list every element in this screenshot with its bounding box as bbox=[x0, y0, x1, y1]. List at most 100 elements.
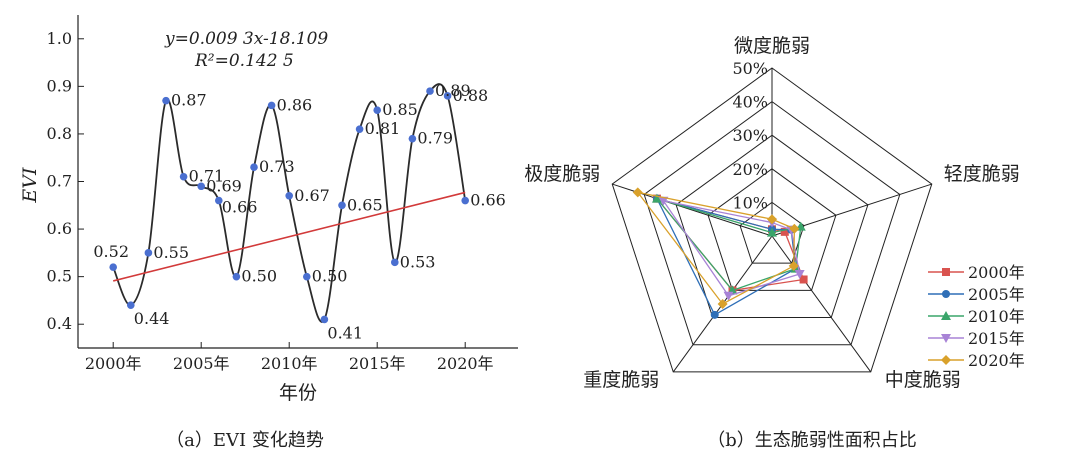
series-outline bbox=[661, 199, 801, 297]
data-label: 0.50 bbox=[241, 267, 277, 286]
radar-ring bbox=[643, 100, 901, 346]
data-label: 0.81 bbox=[365, 119, 401, 138]
data-point bbox=[250, 163, 258, 172]
evi-line-chart: 1.0 0.9 0.8 0.7 0.6 0.5 0.4 2000年 2005年 2010年 201… bbox=[19, 15, 518, 451]
data-label: 0.41 bbox=[327, 323, 363, 342]
caption-b: （b）生态脆弱性面积占比 bbox=[707, 430, 917, 451]
legend-item: 2010年 bbox=[928, 307, 1025, 326]
point-marker bbox=[942, 268, 950, 276]
x-tick-label: 2000年 bbox=[85, 354, 142, 373]
radar-ring bbox=[611, 67, 933, 373]
legend-item: 2000年 bbox=[928, 263, 1025, 282]
axis-label: 重度脆弱 bbox=[583, 369, 659, 391]
data-point bbox=[408, 134, 417, 143]
point-marker bbox=[651, 193, 662, 203]
y-tick-label: 1.0 bbox=[47, 29, 72, 48]
data-label: 0.66 bbox=[222, 198, 258, 217]
data-label: 0.66 bbox=[470, 191, 506, 210]
point-marker bbox=[632, 187, 643, 198]
data-point bbox=[338, 201, 346, 210]
radar-ring bbox=[675, 134, 869, 319]
radar-series bbox=[632, 187, 808, 319]
y-tick-label: 0.4 bbox=[47, 314, 72, 333]
legend-label: 2000年 bbox=[968, 263, 1025, 282]
data-label: 0.52 bbox=[93, 242, 129, 261]
data-point bbox=[197, 182, 205, 191]
data-label: 0.50 bbox=[312, 267, 348, 286]
radar-ring-labels: 10% 20% 30% 40% 50% bbox=[732, 59, 768, 212]
axis-label: 轻度脆弱 bbox=[944, 163, 1020, 185]
legend-item: 2015年 bbox=[928, 329, 1025, 348]
ring-label: 10% bbox=[732, 193, 768, 212]
data-point bbox=[285, 191, 294, 200]
legend-label: 2005年 bbox=[968, 285, 1025, 304]
point-marker bbox=[941, 334, 951, 343]
point-marker bbox=[789, 223, 800, 234]
data-point bbox=[162, 96, 170, 105]
legend-item: 2020年 bbox=[928, 351, 1025, 370]
data-point bbox=[355, 125, 364, 133]
point-marker bbox=[780, 227, 789, 236]
point-marker bbox=[723, 291, 734, 301]
data-point bbox=[215, 196, 223, 205]
radar-series-2000年 bbox=[652, 194, 808, 295]
data-point bbox=[461, 196, 470, 205]
radar-ring bbox=[707, 168, 837, 291]
point-marker bbox=[941, 355, 951, 365]
radar-series-2020年 bbox=[632, 187, 800, 309]
legend-label: 2010年 bbox=[968, 307, 1025, 326]
ring-label: 40% bbox=[732, 93, 768, 112]
legend-label: 2015年 bbox=[968, 329, 1025, 348]
regression-equation: y=0.009 3x-18.109 bbox=[164, 29, 328, 49]
x-ticks: 2000年 2005年 2010年 2015年 2020年 bbox=[85, 342, 494, 373]
ring-label: 30% bbox=[732, 126, 768, 145]
data-label: 0.65 bbox=[347, 195, 383, 214]
data-label: 0.89 bbox=[435, 81, 471, 100]
data-point bbox=[443, 92, 452, 100]
data-label: 0.69 bbox=[206, 176, 242, 195]
r-squared: R²=0.142 5 bbox=[194, 51, 294, 71]
evi-series-line bbox=[112, 83, 467, 323]
ring-label: 50% bbox=[732, 59, 768, 78]
data-label: 0.55 bbox=[153, 243, 189, 262]
data-label: 0.53 bbox=[400, 252, 436, 271]
point-marker bbox=[794, 270, 805, 280]
data-label: 0.44 bbox=[134, 309, 170, 328]
data-point bbox=[144, 249, 153, 257]
point-marker bbox=[658, 196, 669, 206]
data-point bbox=[127, 301, 135, 309]
point-marker bbox=[799, 275, 808, 284]
legend-item: 2005年 bbox=[928, 285, 1025, 304]
data-point bbox=[109, 263, 117, 271]
axis-label: 微度脆弱 bbox=[734, 35, 810, 57]
data-point bbox=[232, 272, 241, 281]
data-label: 0.86 bbox=[277, 95, 313, 114]
data-point bbox=[303, 272, 311, 281]
data-labels: 0.52 0.44 0.55 0.87 0.710.69 0.66 0.50 0.73 0.86… bbox=[93, 81, 505, 342]
data-label: 0.87 bbox=[171, 91, 207, 110]
data-label: 0.85 bbox=[382, 100, 418, 119]
y-tick-label: 0.6 bbox=[47, 219, 72, 238]
y-tick-label: 0.8 bbox=[47, 124, 72, 143]
point-marker bbox=[942, 290, 950, 298]
data-points bbox=[109, 87, 470, 324]
x-tick-label: 2010年 bbox=[261, 354, 318, 373]
axis-label: 极度脆弱 bbox=[524, 163, 600, 185]
data-point bbox=[426, 87, 434, 95]
data-point bbox=[373, 106, 382, 114]
y-tick-label: 0.9 bbox=[47, 76, 72, 95]
data-point bbox=[391, 258, 399, 267]
data-point bbox=[179, 172, 188, 181]
y-tick-label: 0.5 bbox=[47, 267, 72, 286]
x-axis-label: 年份 bbox=[279, 382, 317, 404]
trend-line bbox=[113, 191, 466, 282]
point-marker bbox=[767, 214, 777, 225]
y-ticks: 1.0 0.9 0.8 0.7 0.6 0.5 0.4 bbox=[47, 29, 84, 333]
y-axis-label: EVI bbox=[19, 167, 41, 204]
ring-label: 20% bbox=[732, 160, 768, 179]
data-label: 0.71 bbox=[189, 167, 225, 186]
data-label: 0.79 bbox=[417, 129, 453, 148]
x-tick-label: 2005年 bbox=[173, 354, 230, 373]
x-tick-label: 2020年 bbox=[437, 354, 494, 373]
